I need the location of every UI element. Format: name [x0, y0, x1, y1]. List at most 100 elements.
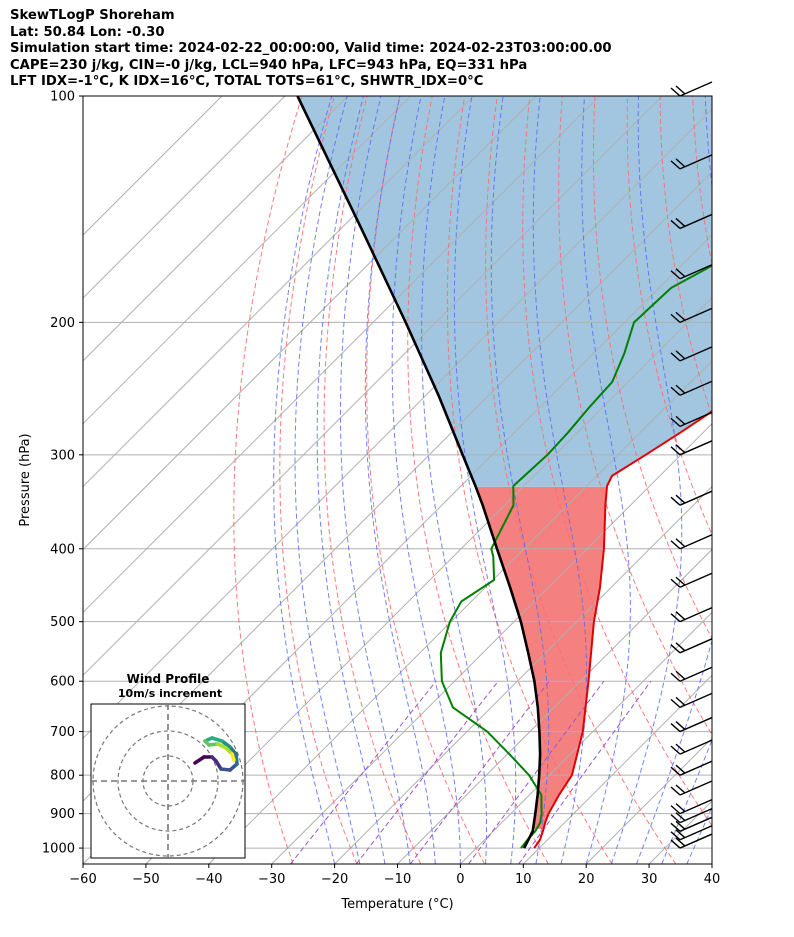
moist-adiabat — [636, 96, 712, 864]
wind-barb — [670, 739, 713, 755]
wind-barb-flag — [670, 723, 681, 733]
wind-barb-staff — [679, 807, 713, 824]
stability-indices-2: LFT IDX=-1°C, K IDX=16°C, TOTAL TOTS=61°… — [10, 74, 484, 90]
wind-barb-flag — [670, 672, 681, 682]
wind-barb — [670, 346, 713, 362]
wind-barb-flag — [670, 578, 681, 588]
dry-adiabat — [485, 96, 677, 864]
stability-indices-1: CAPE=230 j/kg, CIN=-0 j/kg, LCL=940 hPa,… — [10, 57, 528, 73]
wind-barb-staff — [679, 572, 713, 588]
y-tick-label: 100 — [50, 90, 75, 105]
moist-adiabat — [364, 96, 436, 864]
wind-barb-flag — [675, 217, 686, 227]
wind-barb-flag — [675, 350, 686, 360]
wind-barb-flag — [675, 743, 686, 753]
isotherm-gridline — [83, 96, 600, 614]
dry-adiabat — [522, 96, 712, 827]
isotherm-gridline — [83, 96, 474, 488]
wind-barb-flag — [670, 822, 681, 832]
isotherm-gridline — [711, 863, 712, 864]
wind-barb-flag — [670, 540, 681, 550]
wind-barb — [670, 440, 713, 456]
x-tick-label: −50 — [132, 872, 159, 887]
wind-barb-flag — [675, 538, 686, 548]
wind-barb-flag — [670, 613, 681, 623]
wind-barb-flag — [675, 85, 686, 95]
wind-barb-flag — [670, 417, 681, 427]
wind-barb — [670, 833, 713, 849]
wind-barb-staff — [679, 307, 713, 324]
wind-barb-flag — [675, 611, 686, 621]
wind-barb — [670, 572, 713, 588]
dry-adiabat — [790, 96, 794, 864]
isotherm-gridline — [83, 108, 712, 739]
isotherm-gridline — [83, 96, 286, 299]
wind-barb-staff — [679, 607, 713, 623]
moist-adiabat — [294, 96, 361, 864]
wind-barb-flag — [675, 812, 686, 822]
wind-barb-flag — [670, 87, 681, 97]
wind-barb-staff — [679, 264, 713, 280]
shading-upper — [297, 96, 712, 487]
wind-barb-staff — [679, 780, 713, 796]
y-tick-label: 700 — [50, 725, 75, 740]
wind-barb-staff — [679, 739, 713, 755]
wind-barb-flag — [670, 786, 681, 796]
wind-barb-staff — [679, 638, 713, 654]
mixing-ratio-line — [409, 680, 550, 864]
y-tick-label: 300 — [50, 448, 75, 463]
hodograph-segment — [193, 755, 206, 765]
dewpoint-profile — [439, 264, 712, 849]
chart-header: SkewTLogP Shoreham Lat: 50.84 Lon: -0.30… — [10, 8, 612, 91]
wind-barb — [670, 490, 713, 506]
wind-barb-flag — [675, 158, 686, 168]
wind-barb-flag — [675, 820, 686, 830]
isotherm-gridline — [334, 485, 712, 864]
dry-adiabat — [659, 96, 712, 418]
dry-adiabat — [233, 96, 303, 864]
x-tick-label: 10 — [515, 872, 532, 887]
wind-barb-flag — [670, 814, 681, 824]
moist-adiabat — [316, 96, 386, 864]
wind-barb — [670, 264, 713, 280]
wind-barb-staff — [679, 440, 713, 456]
wind-barb-flag — [675, 642, 686, 652]
wind-barb-flag — [670, 446, 681, 456]
station-title: SkewTLogP Shoreham — [10, 8, 175, 23]
skewt-axes: −60 −50 −40 −30 −20 −10 0 10 20 30 40 100 200 300 400 5… — [18, 90, 720, 913]
wind-barb-flag — [675, 784, 686, 794]
y-axis-label: Pressure (hPa) — [18, 433, 33, 526]
moist-adiabat — [273, 96, 336, 864]
wind-barb-staff — [679, 666, 713, 682]
wind-barb-flag — [675, 696, 686, 706]
wind-barb — [670, 213, 713, 230]
mixing-ratio-line — [355, 680, 499, 864]
x-tick-label: −60 — [69, 872, 96, 887]
wind-barb — [670, 666, 713, 682]
wind-barb-flag — [675, 494, 686, 504]
wind-barb-flag — [670, 839, 681, 849]
x-tick-label: −20 — [321, 872, 348, 887]
plot-clip-group — [83, 96, 794, 864]
wind-barb-flag — [675, 837, 686, 847]
isotherm-gridline — [83, 96, 412, 425]
x-tick-label: 20 — [578, 872, 595, 887]
wind-barb — [670, 692, 713, 709]
wind-barb-flag — [675, 384, 686, 394]
wind-barb-flag — [670, 313, 681, 323]
wind-barb-flag — [670, 386, 681, 396]
isotherm-gridline — [208, 360, 712, 864]
wind-barb-flag — [675, 311, 686, 321]
wind-barb-flag — [670, 745, 681, 755]
isotherm-gridline — [397, 548, 712, 864]
x-tick-label: −40 — [195, 872, 222, 887]
wind-barb — [670, 154, 713, 170]
y-tick-label: 1000 — [42, 842, 75, 857]
wind-barb-flag — [675, 444, 686, 454]
simulation-times: Simulation start time: 2024-02-22_00:00:… — [10, 41, 612, 57]
parcel-profile — [296, 96, 542, 849]
wind-barb-staff — [679, 81, 713, 97]
wind-barb — [670, 380, 713, 396]
